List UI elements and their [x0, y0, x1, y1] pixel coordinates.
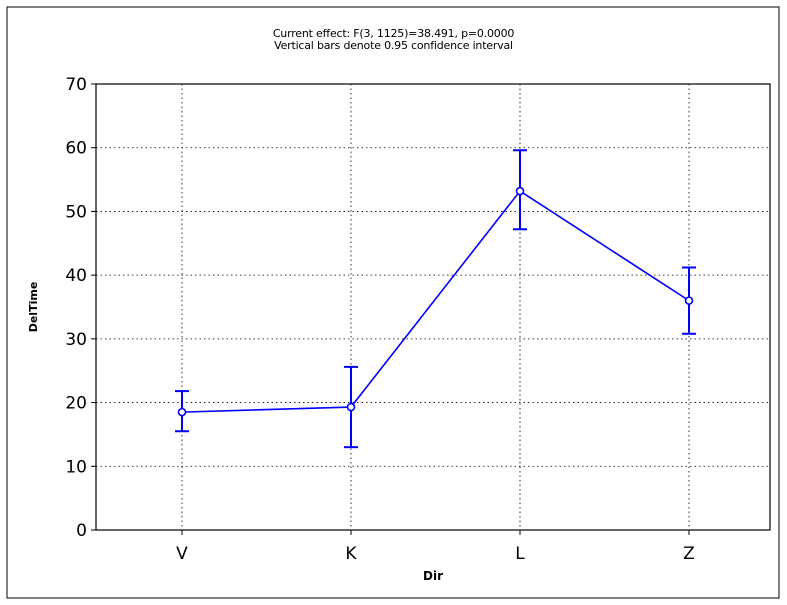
- outer-border: [6, 6, 780, 599]
- x-tick-label: K: [345, 544, 357, 564]
- grid-lines: [96, 84, 770, 530]
- y-axis-label: DelTime: [27, 282, 40, 333]
- y-tick-label: 60: [65, 139, 87, 159]
- y-tick-label: 40: [65, 266, 87, 286]
- chart-title: Current effect: F(3, 1125)=38.491, p=0.0…: [272, 27, 515, 40]
- x-tick-label: L: [515, 544, 525, 564]
- x-tick-label: V: [176, 544, 188, 564]
- chart-subtitle: Vertical bars denote 0.95 confidence int…: [274, 39, 513, 52]
- plot-area-border: [95, 83, 771, 531]
- data-point: [684, 296, 694, 305]
- axes: 0 10 20 30 40 50 60 70 V K L Z: [65, 75, 694, 564]
- y-tick-label: 70: [65, 75, 87, 95]
- y-tick-label: 10: [65, 457, 87, 477]
- y-tick-label: 50: [65, 202, 87, 222]
- x-axis-label: Dir: [423, 569, 443, 583]
- y-tick-label: 20: [65, 394, 87, 414]
- data-point: [177, 407, 187, 417]
- series-line: [181, 189, 690, 413]
- data-point: [515, 186, 525, 196]
- y-tick-label: 30: [65, 330, 87, 350]
- data-point: [346, 402, 356, 412]
- series-layer: [175, 149, 696, 449]
- y-tick-label: 0: [76, 521, 87, 541]
- x-tick-label: Z: [683, 544, 695, 564]
